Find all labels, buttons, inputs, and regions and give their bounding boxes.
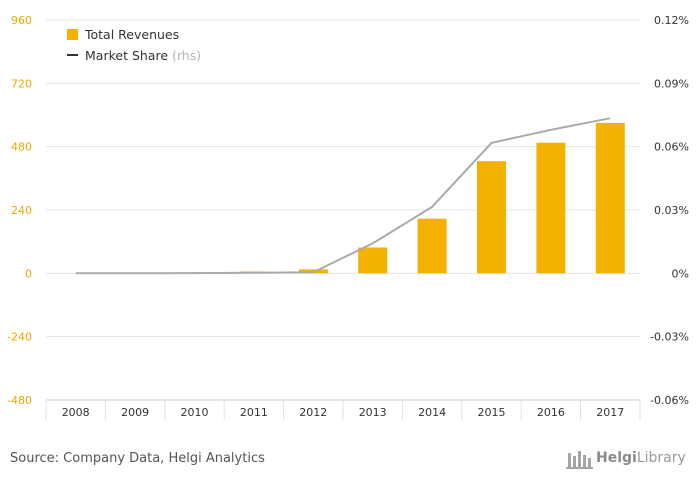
left-tick-label: 480 bbox=[11, 141, 32, 154]
right-tick-label: -0.03% bbox=[650, 331, 689, 344]
right-tick-label: 0.09% bbox=[654, 77, 689, 90]
x-tick-2009: 2009 bbox=[121, 406, 149, 419]
x-tick-2017: 2017 bbox=[596, 406, 624, 419]
library-logo-icon bbox=[566, 451, 593, 469]
x-tick-2012: 2012 bbox=[299, 406, 327, 419]
right-axis-ticks: 0.12% 0.09% 0.06% 0.03% 0% -0.03% -0.06% bbox=[650, 14, 689, 407]
bar-2017 bbox=[595, 122, 625, 274]
x-tick-2016: 2016 bbox=[537, 406, 565, 419]
chart: 960 720 480 240 0 -240 -480 0.12% 0.09% 0.06% 0.0… bbox=[7, 14, 689, 420]
left-tick-label: 960 bbox=[11, 14, 32, 27]
x-tick-2011: 2011 bbox=[240, 406, 268, 419]
right-tick-label: -0.06% bbox=[650, 394, 689, 407]
bar-2014 bbox=[417, 218, 447, 274]
left-tick-label: -240 bbox=[7, 331, 32, 344]
right-tick-label: 0.12% bbox=[654, 14, 689, 27]
x-axis-ticks: 2008 2009 2010 2011 2012 2013 2014 2015 2016 2017 bbox=[62, 406, 625, 419]
line-layer bbox=[75, 117, 611, 275]
bar-2015 bbox=[477, 161, 506, 274]
right-tick-label: 0% bbox=[672, 267, 689, 280]
helgi-library-logo: HelgiLibrary bbox=[566, 447, 690, 471]
bar-2016 bbox=[536, 142, 566, 274]
left-tick-label: -480 bbox=[7, 394, 32, 407]
legend-bar-swatch bbox=[67, 29, 78, 40]
logo-suffix: Library bbox=[636, 450, 686, 466]
legend-bar-label: Total Revenues bbox=[84, 27, 179, 42]
logo-wordmark: HelgiLibrary bbox=[596, 450, 686, 466]
legend-line-name: Market Share bbox=[85, 48, 168, 63]
legend-line-swatch bbox=[67, 54, 78, 56]
x-tick-2015: 2015 bbox=[478, 406, 506, 419]
x-tick-2010: 2010 bbox=[181, 406, 209, 419]
left-tick-label: 240 bbox=[11, 204, 32, 217]
bar-2013 bbox=[358, 247, 388, 274]
left-axis-ticks: 960 720 480 240 0 -240 -480 bbox=[7, 14, 32, 407]
x-tick-2008: 2008 bbox=[62, 406, 90, 419]
left-tick-label: 0 bbox=[25, 267, 32, 280]
legend: Total Revenues Market Share (rhs) bbox=[67, 27, 201, 63]
grid-layer bbox=[45, 19, 641, 420]
right-tick-label: 0.03% bbox=[654, 204, 689, 217]
right-tick-label: 0.06% bbox=[654, 141, 689, 154]
x-tick-2014: 2014 bbox=[418, 406, 446, 419]
legend-line-label: Market Share (rhs) bbox=[85, 48, 201, 63]
left-tick-label: 720 bbox=[11, 77, 32, 90]
x-tick-2013: 2013 bbox=[359, 406, 387, 419]
logo-prefix: Helgi bbox=[596, 450, 637, 466]
source-note: Source: Company Data, Helgi Analytics bbox=[10, 451, 265, 466]
legend-line-suffix: (rhs) bbox=[172, 48, 201, 63]
bars-layer bbox=[180, 122, 625, 274]
market-share-line bbox=[75, 117, 611, 275]
